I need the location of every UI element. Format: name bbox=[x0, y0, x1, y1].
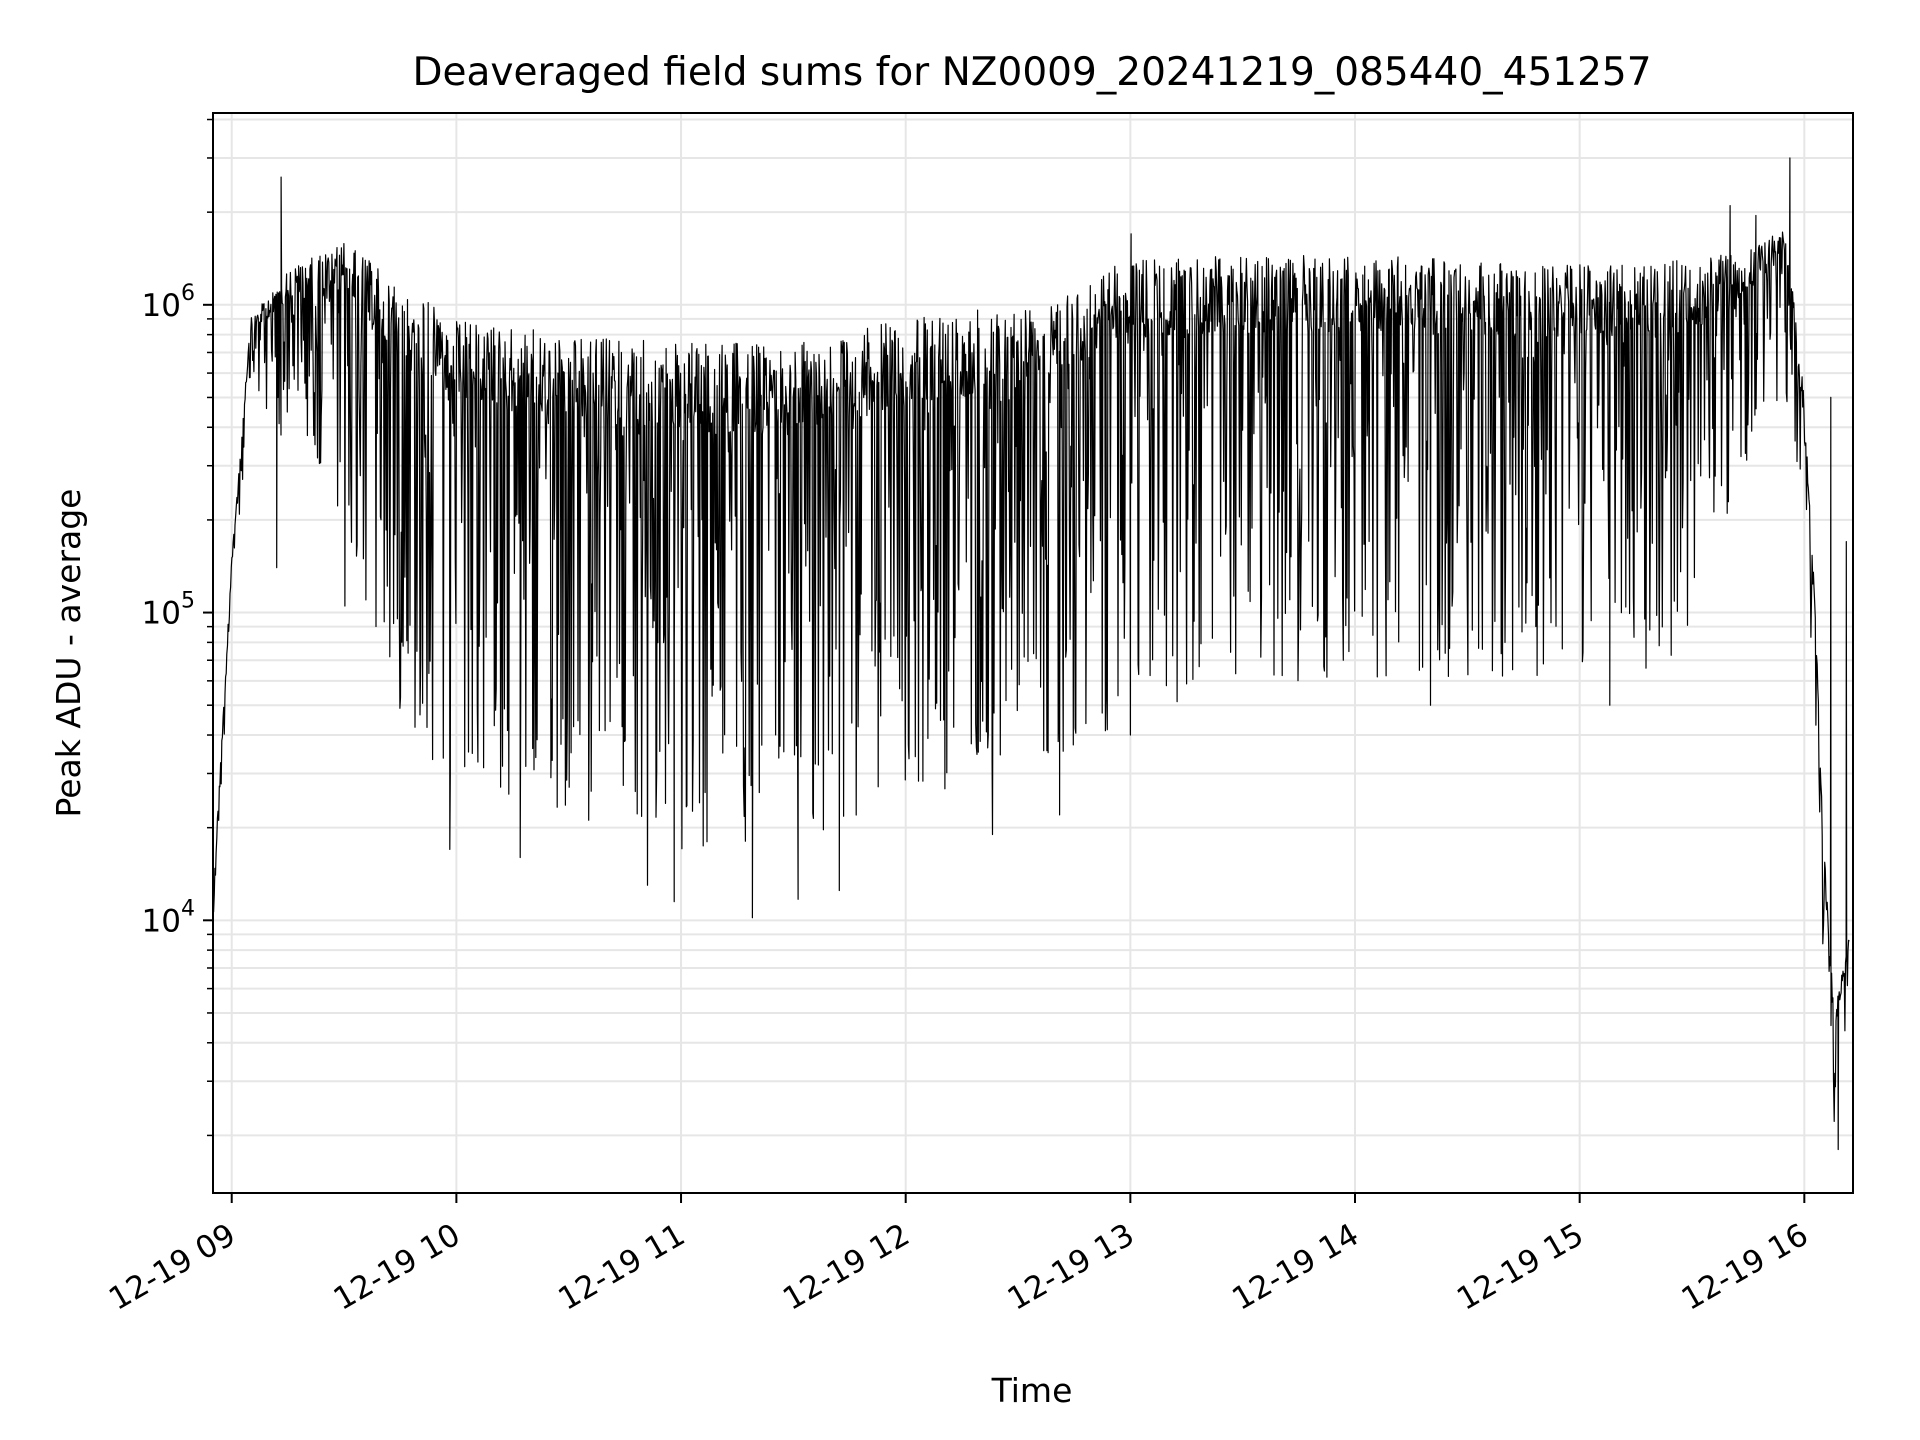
y-tick-label: 106 bbox=[142, 281, 195, 324]
y-axis: 104 105 106 bbox=[142, 118, 213, 1137]
y-tick-label: 105 bbox=[142, 589, 195, 632]
x-axis-title: Time bbox=[991, 1371, 1073, 1410]
y-axis-title: Peak ADU - average bbox=[49, 489, 88, 818]
plot-frame bbox=[212, 112, 1854, 1194]
series-line bbox=[213, 157, 1850, 1151]
chart-title: Deaveraged field sums for NZ0009_2024121… bbox=[412, 50, 1651, 95]
plot-area bbox=[213, 157, 1850, 1151]
y-tick-label: 104 bbox=[142, 896, 195, 939]
